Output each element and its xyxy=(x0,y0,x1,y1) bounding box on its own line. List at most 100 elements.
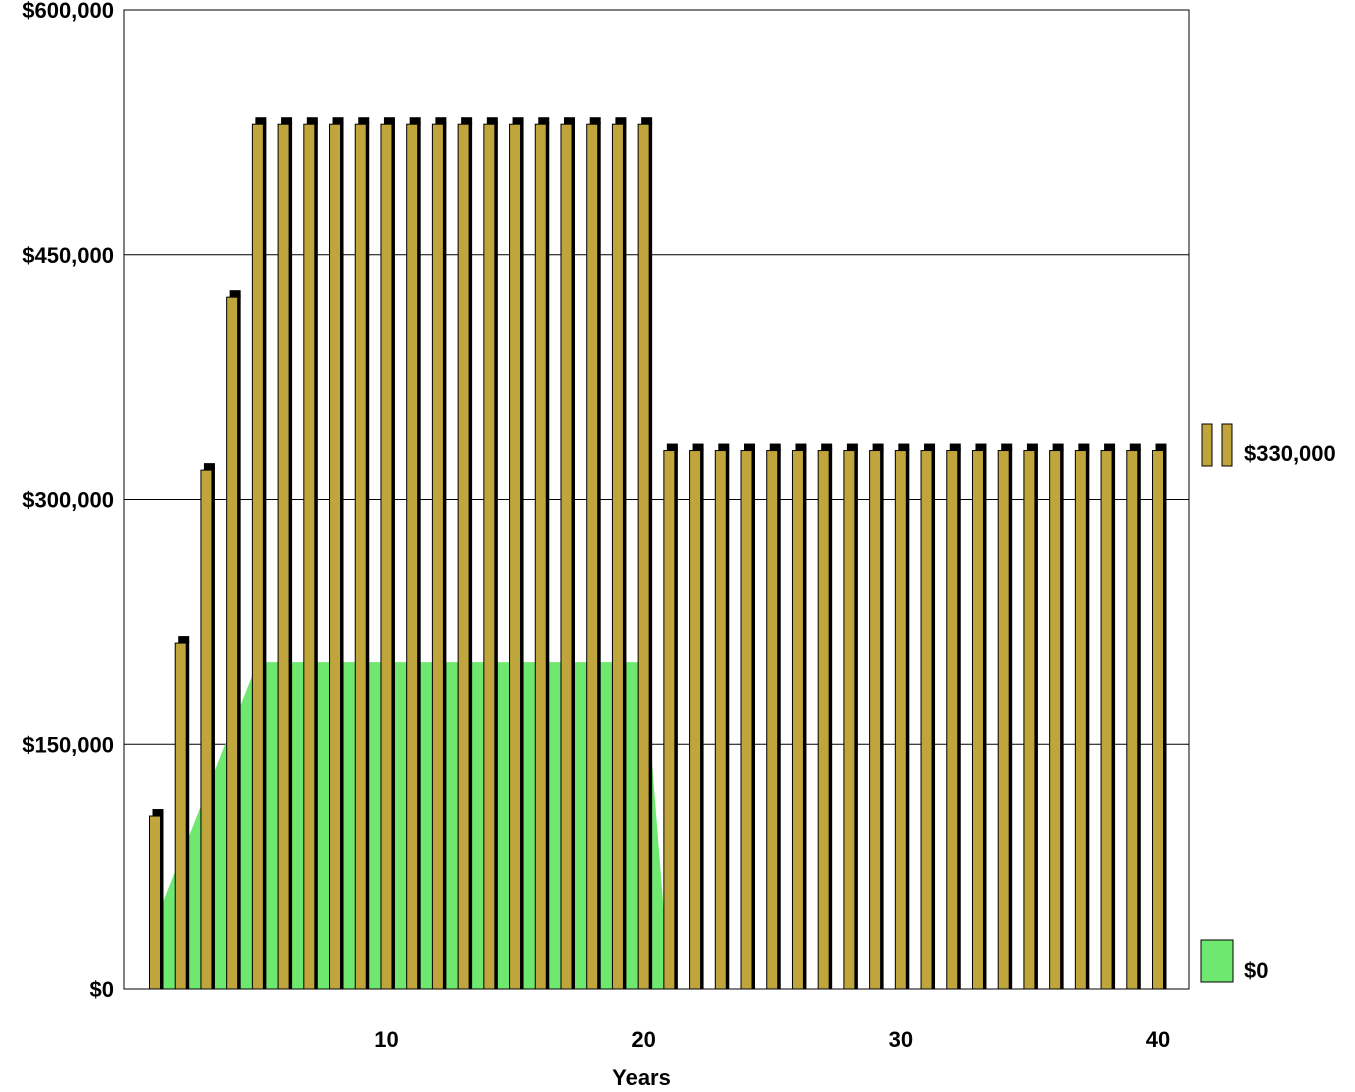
bar xyxy=(406,123,419,990)
bar-cap xyxy=(203,463,215,471)
bar xyxy=(971,450,984,990)
bar-cap xyxy=(461,117,473,125)
bar-cap xyxy=(306,117,318,125)
bar xyxy=(1074,450,1087,990)
bar xyxy=(277,123,290,990)
bar-cap xyxy=(769,443,781,451)
x-tick-label: 40 xyxy=(1146,1027,1170,1052)
y-tick-label: $300,000 xyxy=(22,488,114,513)
bar xyxy=(380,123,393,990)
y-tick-label: $150,000 xyxy=(22,732,114,757)
bar-shadow xyxy=(649,122,653,989)
bar-cap xyxy=(924,443,936,451)
bar-cap xyxy=(641,117,653,125)
bar-cap xyxy=(666,443,678,451)
bar-shadow xyxy=(237,295,241,989)
bar xyxy=(483,123,496,990)
bar xyxy=(920,450,933,990)
bar-cap xyxy=(178,636,190,644)
bar xyxy=(174,642,187,990)
bar-shadow xyxy=(700,448,704,989)
bar-cap xyxy=(1026,443,1038,451)
plot-frame xyxy=(123,9,1190,990)
bar-cap xyxy=(152,809,164,817)
bar xyxy=(431,123,444,990)
bar-shadow xyxy=(752,448,756,989)
bar-shadow xyxy=(1086,448,1090,989)
bar-shadow xyxy=(314,122,318,989)
bar-shadow xyxy=(597,122,601,989)
y-tick-label: $450,000 xyxy=(22,243,114,268)
bar-cap xyxy=(615,117,627,125)
bar xyxy=(586,123,599,990)
bar-shadow xyxy=(777,448,781,989)
bar xyxy=(149,815,161,990)
bar-cap xyxy=(1129,443,1141,451)
bar-shadow xyxy=(854,448,858,989)
bar-cap xyxy=(332,117,344,125)
bar xyxy=(354,123,367,990)
bar-cap xyxy=(563,117,575,125)
bar-shadow xyxy=(263,122,267,989)
bar xyxy=(200,469,213,990)
bar-shadow xyxy=(366,122,370,989)
bar-shadow xyxy=(160,814,164,989)
bar xyxy=(740,450,753,990)
bar xyxy=(1152,450,1164,990)
bar xyxy=(226,296,239,990)
bar-shadow xyxy=(983,448,987,989)
bar-cap xyxy=(486,117,498,125)
bar-cap xyxy=(898,443,910,451)
bar-shadow xyxy=(829,448,833,989)
bar-shadow xyxy=(957,448,961,989)
bar-shadow xyxy=(571,122,575,989)
bar-shadow xyxy=(340,122,344,989)
bar-shadow xyxy=(906,448,910,989)
bar-cap xyxy=(409,117,421,125)
bar-shadow xyxy=(417,122,421,989)
bar xyxy=(663,450,676,990)
bar xyxy=(997,450,1010,990)
x-axis-title: Years xyxy=(612,1065,671,1090)
y-tick-label: $0 xyxy=(90,977,114,1002)
bar-cap xyxy=(795,443,807,451)
bar-cap xyxy=(383,117,395,125)
x-tick-label: 20 xyxy=(631,1027,655,1052)
legend-swatch-bar-2 xyxy=(1221,423,1233,467)
bar-shadow xyxy=(1137,448,1141,989)
bar-shadow xyxy=(1009,448,1013,989)
x-axis-ticks: 10 20 30 40 xyxy=(374,1027,1170,1052)
bar xyxy=(946,450,959,990)
bar xyxy=(817,450,830,990)
bar xyxy=(714,450,727,990)
bar xyxy=(637,123,650,990)
bar-cap xyxy=(744,443,756,451)
bar-shadow xyxy=(623,122,627,989)
bar-cap xyxy=(538,117,550,125)
bar-shadow xyxy=(803,448,807,989)
bar-cap xyxy=(1052,443,1064,451)
bar xyxy=(303,123,316,990)
bar xyxy=(509,123,522,990)
x-tick-label: 10 xyxy=(374,1027,398,1052)
bar-cap xyxy=(846,443,858,451)
bar-shadow xyxy=(1163,448,1167,989)
bar-cap xyxy=(1078,443,1090,451)
bar-cap xyxy=(255,117,267,125)
x-tick-label: 30 xyxy=(889,1027,913,1052)
bar-cap xyxy=(229,290,241,298)
bar xyxy=(534,123,547,990)
bar xyxy=(560,123,573,990)
bar xyxy=(329,123,342,990)
bar xyxy=(894,450,907,990)
bar-shadow xyxy=(880,448,884,989)
bar xyxy=(1049,450,1062,990)
bar-shadow xyxy=(520,122,524,989)
bar-shadow xyxy=(546,122,550,989)
bar-shadow xyxy=(674,448,678,989)
bar-shadow xyxy=(932,448,936,989)
bar-cap xyxy=(435,117,447,125)
bar-shadow xyxy=(1112,448,1116,989)
legend-swatch-area xyxy=(1200,939,1234,983)
